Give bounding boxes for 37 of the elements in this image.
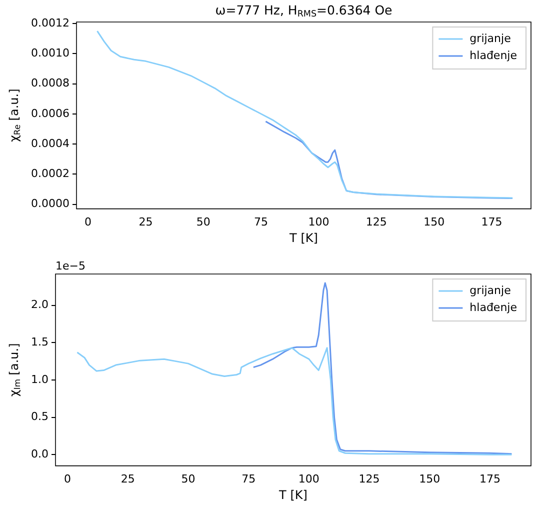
y-axis-title: χIm [a.u.] [7, 343, 22, 397]
y-tick-label: 0.0012 [30, 16, 70, 30]
x-tick-label: 125 [358, 472, 380, 486]
y-tick-label: 1.0 [30, 372, 48, 386]
x-tick-label: 150 [419, 472, 440, 486]
y-tick-label: 0.5 [30, 410, 48, 424]
y-tick-label: 2.0 [30, 298, 48, 312]
x-tick-label: 125 [366, 215, 387, 228]
y-tick-label: 0.0002 [30, 167, 70, 180]
y-tick-label: 0.0010 [30, 46, 70, 60]
legend-label: hlađenje [470, 48, 518, 62]
x-tick-label: 0 [64, 472, 72, 486]
legend-label: grijanje [470, 284, 512, 297]
legend-label: hlađenje [470, 300, 518, 314]
x-tick-label: 150 [424, 215, 445, 228]
x-tick-label: 175 [479, 472, 500, 486]
y-axis-title: χRe [a.u.] [7, 88, 22, 142]
x-tick-label: 25 [120, 472, 135, 486]
y-tick-label: 0.0 [30, 447, 48, 460]
y-tick-label: 1.5 [30, 336, 48, 349]
x-axis-title: T [K] [278, 488, 308, 502]
x-axis-title: T [K] [288, 230, 318, 245]
y-tick-label: 0.0004 [30, 136, 70, 150]
x-tick-label: 50 [196, 215, 210, 228]
x-tick-label: 25 [138, 215, 153, 228]
x-tick-label: 75 [254, 215, 268, 228]
x-tick-label: 75 [242, 472, 256, 486]
text: 1e−5 [55, 259, 86, 272]
y-tick-label: 0.0000 [30, 197, 70, 210]
x-tick-label: 100 [298, 472, 320, 486]
x-tick-label: 50 [181, 472, 196, 486]
y-tick-label: 0.0008 [30, 76, 70, 90]
y-tick-label: 0.0006 [30, 106, 70, 120]
legend-label: grijanje [470, 32, 512, 45]
x-tick-label: 0 [84, 215, 92, 228]
x-tick-label: 100 [308, 215, 330, 228]
x-tick-label: 175 [481, 215, 502, 228]
